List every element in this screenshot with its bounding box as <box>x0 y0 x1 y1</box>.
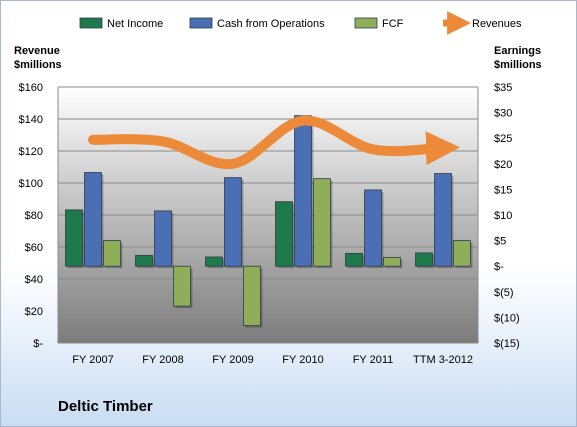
right-tick-label: $10 <box>494 210 512 222</box>
bar-group <box>294 115 314 269</box>
right-tick-label: $35 <box>494 82 512 94</box>
bar-group <box>434 173 454 269</box>
right-tick-label: $20 <box>494 159 512 171</box>
legend-swatch <box>189 17 213 29</box>
bar-group <box>224 177 244 269</box>
bar <box>364 189 382 267</box>
bar <box>173 265 191 307</box>
right-axis-title-line1: Earnings <box>494 45 542 57</box>
bar-series <box>65 115 473 328</box>
bar <box>345 252 363 267</box>
legend-label: Cash from Operations <box>217 18 325 30</box>
bar-group <box>415 252 435 269</box>
left-tick-label: $60 <box>25 242 43 254</box>
bar-group <box>173 265 193 309</box>
left-axis-title: Revenue $millions <box>14 44 62 72</box>
x-tick-label: FY 2007 <box>72 354 113 366</box>
left-tick-label: $80 <box>25 210 43 222</box>
bar-group <box>103 240 123 269</box>
left-tick-label: $120 <box>19 146 43 158</box>
legend-item: Net Income <box>79 17 163 30</box>
legend-swatch <box>354 17 378 29</box>
x-tick-label: FY 2008 <box>142 354 183 366</box>
left-tick-label: $40 <box>25 274 43 286</box>
bar-group <box>243 265 263 328</box>
legend-label: Net Income <box>107 18 163 30</box>
legend-label: FCF <box>382 18 404 30</box>
x-axis-ticks: FY 2007 FY 2008 FY 2009 FY 2010 FY 2011 TTM 3… <box>72 354 473 366</box>
bar <box>224 177 242 267</box>
right-axis-ticks: $(15) $(10) $(5) $- $5 $10 $15 $20 $25 $30 $35 <box>494 82 520 350</box>
revenue-line <box>88 115 460 170</box>
bar-group <box>84 172 104 269</box>
bar <box>275 201 293 267</box>
right-tick-label: $25 <box>494 133 512 145</box>
gridlines <box>57 86 479 344</box>
bar <box>103 240 121 267</box>
left-tick-label: $- <box>33 338 43 350</box>
left-tick-label: $20 <box>25 306 43 318</box>
bar-group <box>65 209 85 269</box>
bar <box>243 265 261 326</box>
legend-item: Revenues <box>443 11 522 35</box>
legend-item: FCF <box>354 17 404 30</box>
bar <box>313 178 331 267</box>
bar <box>65 209 83 267</box>
x-tick-label: FY 2011 <box>353 354 394 366</box>
bar <box>434 173 452 267</box>
bar <box>383 257 401 267</box>
right-axis-title: Earnings $millions <box>494 44 542 72</box>
bar-group <box>135 255 155 269</box>
legend-label: Revenues <box>472 18 522 30</box>
right-tick-label: $15 <box>494 184 512 196</box>
bar <box>135 255 153 267</box>
left-axis-title-line1: Revenue <box>14 45 60 57</box>
bar-group <box>364 189 384 269</box>
right-tick-label: $(5) <box>494 287 514 299</box>
right-tick-label: $30 <box>494 108 512 120</box>
right-tick-label: $5 <box>494 236 506 248</box>
x-tick-label: TTM 3-2012 <box>413 354 473 366</box>
bar-group <box>453 240 473 269</box>
left-tick-label: $160 <box>19 82 43 94</box>
bar-group <box>383 257 403 269</box>
left-axis-title-line2: $millions <box>14 59 62 71</box>
legend: Net Income Cash from Operations FCF Revenue… <box>79 11 522 35</box>
x-tick-label: FY 2009 <box>212 354 253 366</box>
legend-item: Cash from Operations <box>189 17 325 30</box>
right-tick-label: $- <box>494 261 504 273</box>
bar-group <box>313 178 333 269</box>
left-tick-label: $140 <box>19 114 43 126</box>
bar-group <box>154 210 174 269</box>
revenue-line-path <box>88 115 460 170</box>
bar <box>84 172 102 267</box>
company-name: Deltic Timber <box>58 398 153 415</box>
bar <box>415 252 433 267</box>
left-axis-ticks: $- $20 $40 $60 $80 $100 $120 $140 $160 <box>19 82 44 350</box>
bar <box>154 210 172 267</box>
x-tick-label: FY 2010 <box>282 354 323 366</box>
left-tick-label: $100 <box>19 178 43 190</box>
bar <box>294 115 312 267</box>
bar-group <box>275 201 295 269</box>
right-tick-label: $(10) <box>494 312 520 324</box>
right-tick-label: $(15) <box>494 338 520 350</box>
bar <box>205 256 223 267</box>
bar-group <box>345 252 365 269</box>
bar-group <box>205 256 225 269</box>
right-axis-title-line2: $millions <box>494 59 542 71</box>
legend-swatch <box>79 17 103 29</box>
bar <box>453 240 471 267</box>
